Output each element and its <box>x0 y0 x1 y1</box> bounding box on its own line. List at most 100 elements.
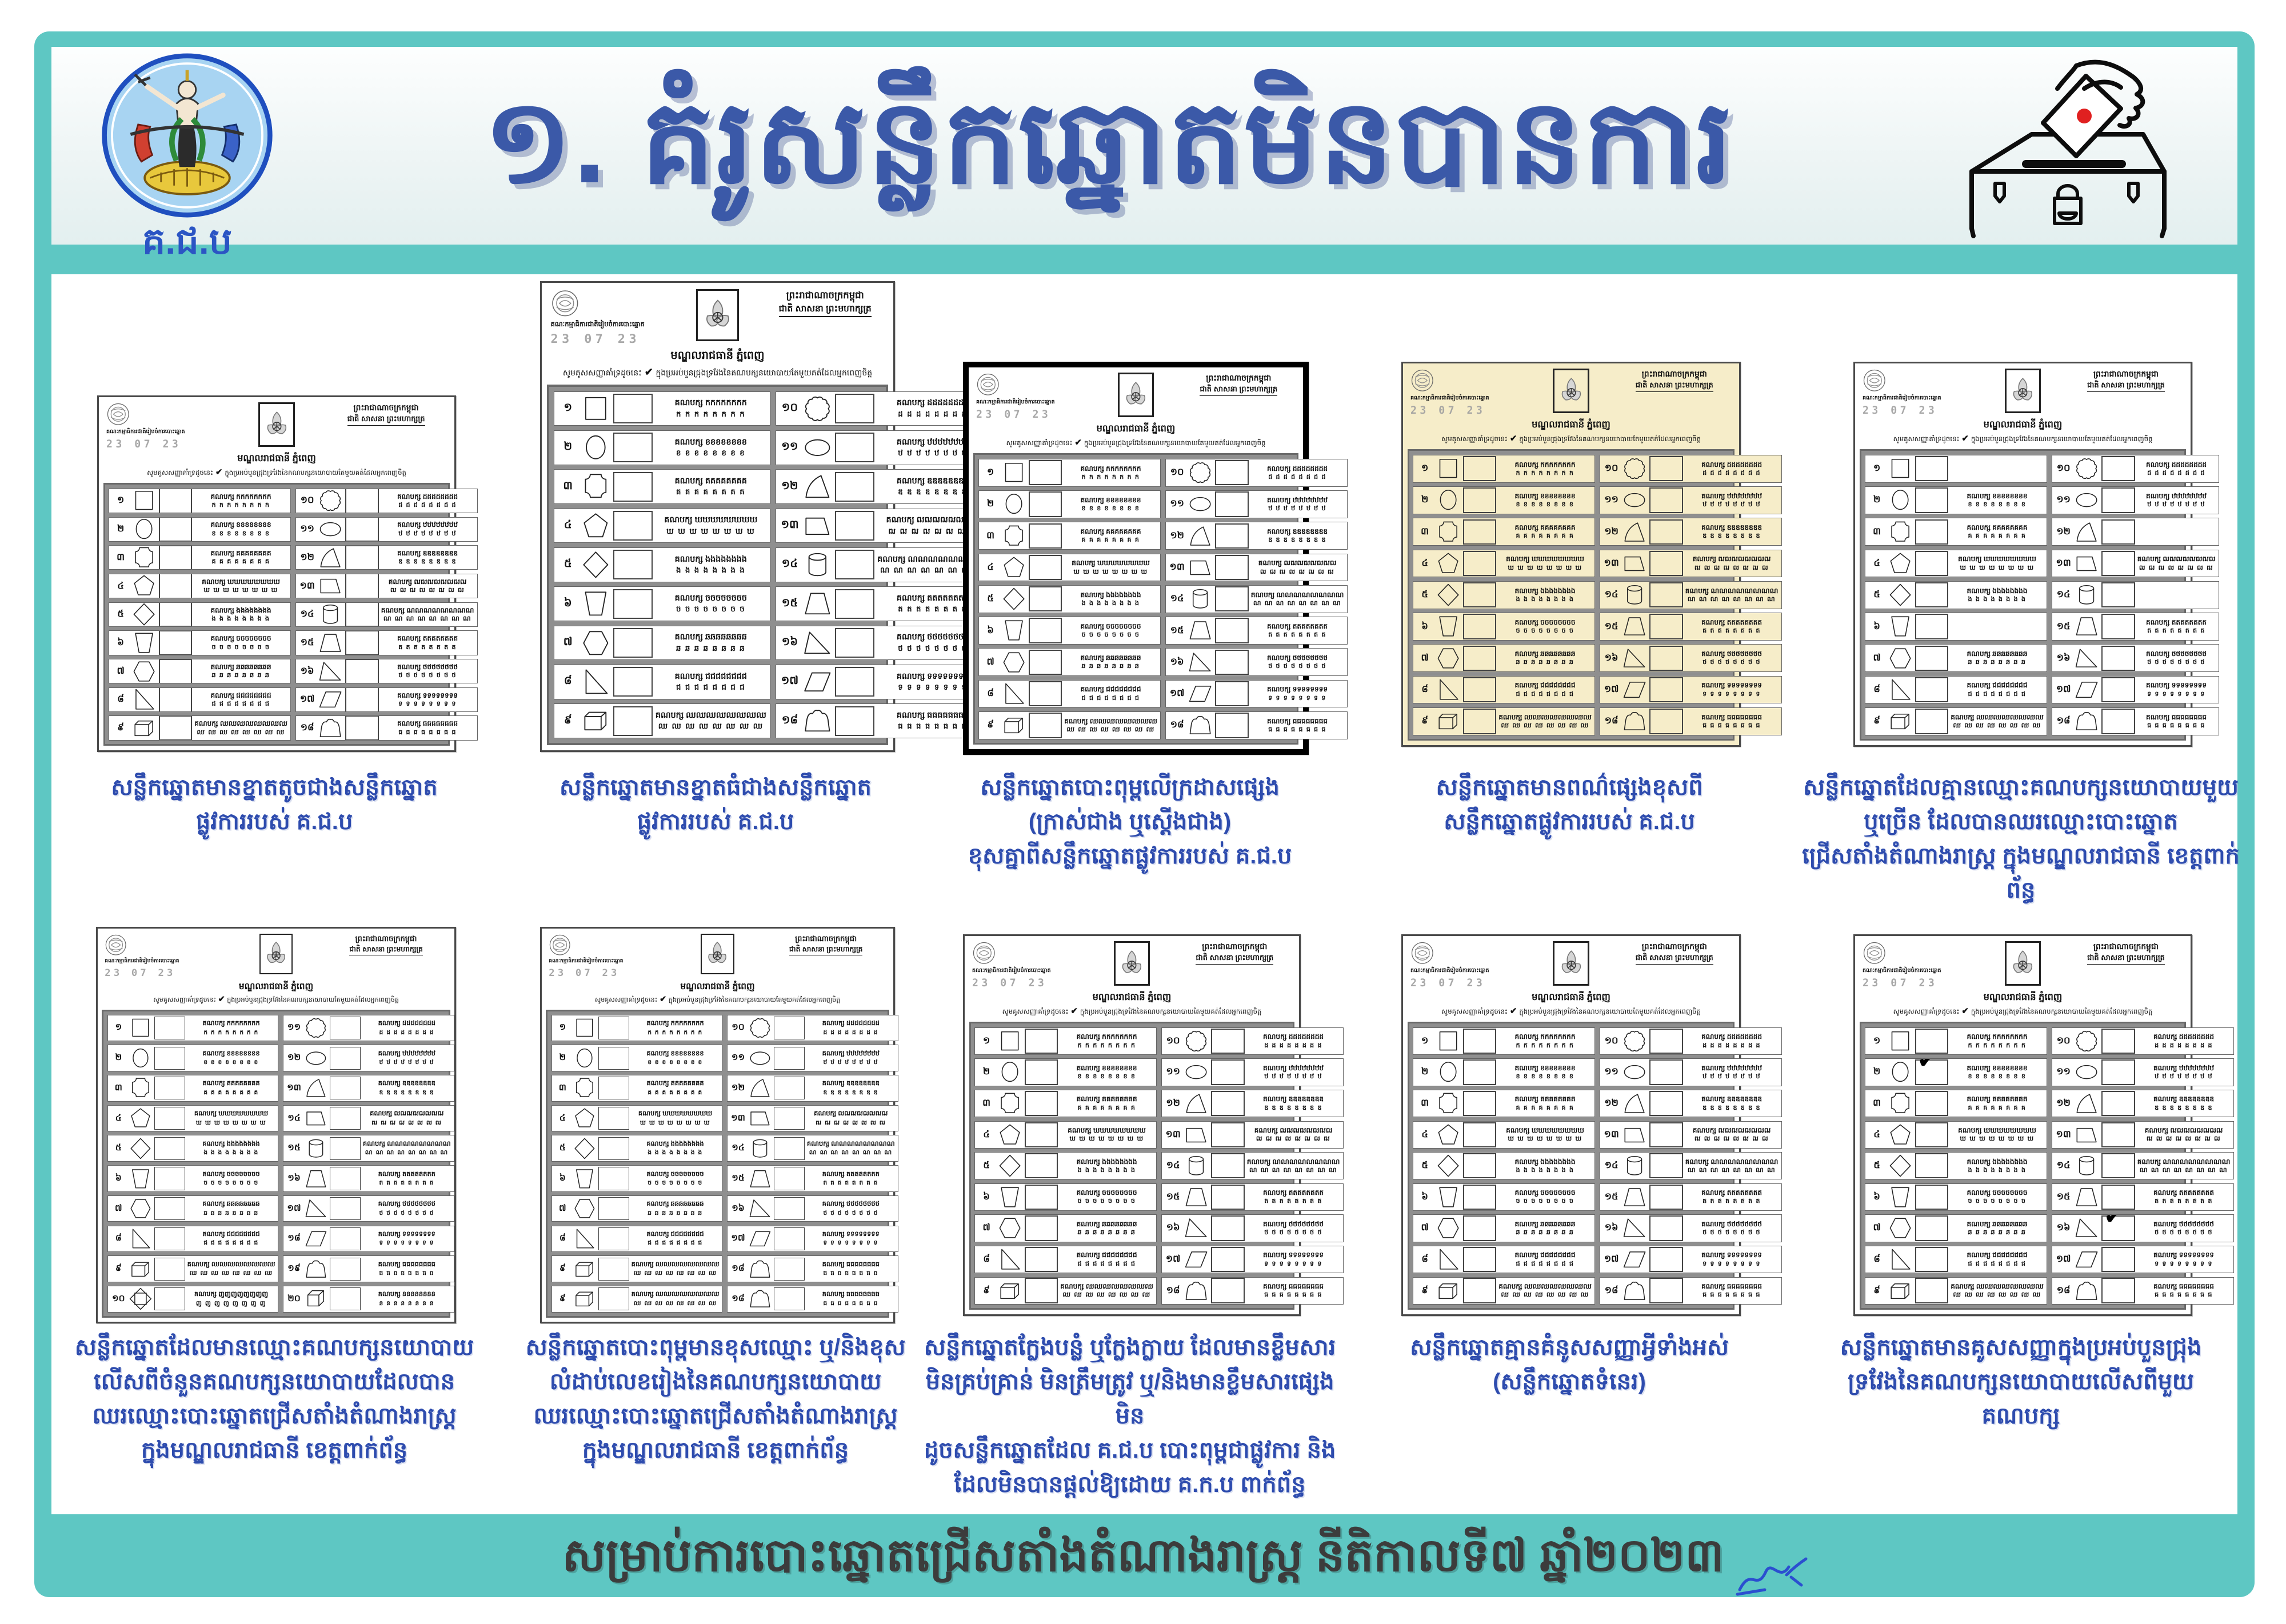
party-number: ៨ <box>1421 684 1428 695</box>
vote-checkbox <box>835 511 875 541</box>
vote-checkbox <box>1028 618 1062 643</box>
party-row: ១ <box>1865 454 2048 483</box>
party-name-sub: ទ ទ ទ ទ ទ ទ ទ ទ <box>379 1239 434 1247</box>
party-row: ២ គណបក្ស ខខខខខខខខខ ខ ខ ខ ខ ខ ខ ខ <box>978 490 1161 518</box>
party-name-block: គណបក្ស ឃឃឃឃឃឃឃឃឃ ឃ ឃ ឃ ឃ ឃ ឃ ឃ <box>1951 1126 2044 1143</box>
party-row: ១១ គណបក្ស ដដដដដដដដដ ដ ដ ដ ដ ដ ដ ដ <box>282 1014 454 1042</box>
party-name: គណបក្ស ថថថថថថថថ <box>1267 654 1328 662</box>
trapezoid-down-symbol-icon <box>1888 614 1913 639</box>
party-number: ៩ <box>1873 1285 1880 1295</box>
party-name-block: គណបក្ស ចចចចចចចចច ច ច ច ច ច ច ច <box>1498 1188 1592 1206</box>
party-name-block: គណបក្ស ឌឌឌឌឌឌឌឌឌ ឌ ឌ ឌ ឌ ឌ ឌ ឌ <box>363 1079 451 1097</box>
party-number: ៧ <box>558 1203 566 1213</box>
vote-checkbox <box>1215 554 1249 581</box>
party-row: ១០ គណបក្ស ដដដដដដដដដ ដ ដ ដ ដ ដ ដ ដ <box>776 391 993 426</box>
party-name: គណបក្ស គគគគគគគគ <box>1967 1095 2028 1103</box>
party-number: ១៨ <box>732 1263 745 1274</box>
party-name-block: គណបក្ស ចចចចចចចចច ច ច ច ច ច ច ច <box>194 634 287 651</box>
party-name-block: គណបក្ស ធធធធធធធធធ ធ ធ ធ ធ ធ ធ ធ <box>877 710 988 731</box>
party-number: ១៤ <box>781 557 798 570</box>
party-name-block: គណបក្ស គគគគគគគគគ គ គ គ គ គ គ គ <box>656 476 766 497</box>
party-name-block: គណបក្ស ទទទទទទទទទ ទ ទ ទ ទ ទ ទ ទ <box>1247 1250 1340 1268</box>
party-name-sub: ក ក ក ក ក ក ក ក <box>211 502 270 509</box>
scalloped-circle-symbol-icon <box>2074 456 2099 481</box>
party-number: ១ <box>115 1022 122 1033</box>
party-number: ១៣ <box>2056 558 2071 569</box>
party-row: ១០ គណបក្ស ដដដដដដដដដ ដ ដ ដ ដ ដ ដ ដ <box>726 1014 898 1042</box>
party-name: គណបក្ស ឌឌឌឌឌឌឌឌ <box>1263 1095 1324 1103</box>
party-row: ១៨ គណបក្ស ធធធធធធធធធ ធ ធ ធ ធ ធ ធ ធ <box>295 715 478 741</box>
pentagon-symbol-icon <box>1436 1122 1461 1147</box>
hexagon-symbol-icon <box>1888 646 1913 671</box>
party-column-left: ១ គណបក្ស កកកកកកកកក ក ក ក ក ក ក ក ២ គណបក្… <box>551 1014 723 1313</box>
party-row: ៧ គណបក្ស ឆឆឆឆឆឆឆឆឆ ឆ ឆ ឆ ឆ ឆ ឆ ឆ <box>978 648 1161 677</box>
party-row: ៧ គណបក្ស ឆឆឆឆឆឆឆឆឆ ឆ ឆ ឆ ឆ ឆ ឆ ឆ <box>1413 1214 1596 1242</box>
vote-checkbox <box>330 1106 361 1130</box>
constituency-title: មណ្ឌលរាជធានី ភ្នំពេញ <box>1983 991 2063 1002</box>
triangle-symbol-icon <box>1184 1215 1209 1241</box>
party-number: ១៤ <box>287 1113 301 1123</box>
party-number: ២ <box>986 498 994 509</box>
committee-seal-icon <box>1863 941 1887 965</box>
party-name: គណបក្ស គគគគគគគគ <box>1514 1095 1576 1103</box>
party-name-block: គណបក្ស ជជជជជជជជជ ជ ជ ជ ជ ជ ជ ជ <box>656 671 766 693</box>
party-name-block: គណបក្ស ជជជជជជជជជ ជ ជ ជ ជ ជ ជ ជ <box>1498 1250 1592 1268</box>
party-name-block: គណបក្ស ថថថថថថថថថ ថ ថ ថ ថ ថ ថ ថ <box>1251 653 1344 671</box>
party-column-left: ១ គណបក្ស កកកកកកកកក ក ក ក ក ក ក ក ២ ✔ គណប… <box>1865 1027 2048 1305</box>
party-row: ៣ គណបក្ស គគគគគគគគគ គ គ គ គ គ គ គ <box>1413 1090 1596 1118</box>
party-name-sub: ដ ដ ដ ដ ដ ដ ដ ដ <box>2155 1042 2213 1049</box>
party-name-block: គណបក្ស ខខខខខខខខខ ខ ខ ខ ខ ខ ខ ខ <box>1498 491 1592 509</box>
party-name: គណបក្ស ទទទទទទទទ <box>896 671 969 681</box>
caption-multiple-marks: សន្លឹកឆ្នោតមានគូសសញ្ញាក្នុងប្រអប់បួនជ្រុ… <box>1840 1335 2202 1429</box>
vote-checkbox <box>330 1197 361 1221</box>
party-name: គណបក្ស ថថថថថថថថ <box>1701 650 1763 658</box>
party-name: គណបក្ស ធធធធធធធធ <box>1263 1282 1324 1290</box>
scalloped-circle-symbol-icon <box>1188 460 1213 485</box>
party-name: គណបក្ស ដដដដដដដដ <box>1701 460 1763 469</box>
party-row: ៣ គណបក្ស គគគគគគគគគ គ គ គ គ គ គ គ <box>551 1075 723 1102</box>
party-name: គណបក្ស ឆឆឆឆឆឆឆឆ <box>1514 650 1576 658</box>
trapezoid-down-symbol-icon <box>1436 614 1461 639</box>
kingdom-motto-line2: ជាតិ សាសនា ព្រះមហាក្សត្រ <box>1196 953 1274 965</box>
party-name-sub: ច ច ច ច ច ច ច ច <box>648 1179 703 1187</box>
cuboid-symbol-icon <box>1436 1278 1461 1303</box>
party-name: គណបក្ស ខខខខខខខខ <box>674 437 748 447</box>
committee-seal-icon <box>976 373 1000 397</box>
checkmark-icon: ✔ <box>644 366 653 378</box>
vote-checkbox <box>1024 1090 1058 1117</box>
party-column-right: ១០ គណបក្ស ដដដដដដដដដ ដ ដ ដ ដ ដ ដ ដ ១១ គណប… <box>2051 1027 2234 1305</box>
party-name-sub: ឃ ឃ ឃ ឃ ឃ ឃ ឃ ឃ <box>1508 1135 1582 1143</box>
party-row: ៩ គណបក្ស ឈឈឈឈឈឈឈឈឈ ឈ ឈ ឈ ឈ ឈ ឈ ឈ <box>1413 707 1596 735</box>
vote-checkbox <box>1215 586 1249 612</box>
party-row: ១៥ គណបក្ស តតតតតតតតត ត ត ត ត ត ត ត <box>2051 613 2219 641</box>
party-name-block: គណបក្ស ឋឋឋឋឋឋឋឋឋ ឋ ឋ ឋ ឋ ឋ ឋ ឋ <box>2137 491 2216 509</box>
party-name: គណបក្ស ខខខខខខខខ <box>1514 491 1576 500</box>
notched-square-symbol-icon <box>1001 523 1026 549</box>
party-row: ២ គណបក្ស ខខខខខខខខខ ខ ខ ខ ខ ខ ខ ខ <box>974 1058 1157 1086</box>
vote-checkbox <box>598 1257 629 1281</box>
party-name-sub: ទ ទ ទ ទ ទ ទ ទ ទ <box>1702 1260 1761 1267</box>
scalloped-circle-symbol-icon <box>318 489 343 513</box>
party-list: ១ គណបក្ស កកកកកកកកក ក ក ក ក ក ក ក ២ គណបក្… <box>973 453 1348 745</box>
party-number: ១៨ <box>2056 715 2071 726</box>
party-name-block: គណបក្ស គគគគគគគគគ គ គ គ គ គ គ គ <box>1064 527 1157 545</box>
party-row: ១៣ គណបក្ស ឍឍឍឍឍឍឍឍឍ ឍ ឍ ឍ ឍ ឍ ឍ ឍ <box>1165 553 1348 582</box>
party-name-block: គណបក្ស កកកកកកកកក ក ក ក ក ក ក ក <box>656 398 766 419</box>
right-triangle-symbol-icon <box>1436 1247 1461 1272</box>
party-row: ២ គណបក្ស ខខខខខខខខខ ខ ខ ខ ខ ខ ខ ខ <box>1413 486 1596 514</box>
party-row: ២០ គណបក្ស ននននននននន ន ន ន ន ន ន ន <box>282 1285 454 1313</box>
party-name-sub: ខ ខ ខ ខ ខ ខ ខ ខ <box>1516 1073 1574 1081</box>
party-row: ១៦ គណបក្ស ថថថថថថថថថ ថ ថ ថ ថ ថ ថ ថ <box>776 625 993 661</box>
party-name-sub: ខ ខ ខ ខ ខ ខ ខ ខ <box>203 1059 259 1066</box>
party-number: ៥ <box>115 1143 122 1153</box>
party-number: ១១ <box>1604 494 1618 505</box>
party-name-sub: ថ ថ ថ ថ ថ ថ ថ ថ <box>1268 663 1327 670</box>
party-name-block: គណបក្ស ដដដដដដដដដ ដ ដ ដ ដ ដ ដ ដ <box>807 1019 895 1037</box>
party-number: ៥ <box>563 557 572 570</box>
party-row: ៩ គណបក្ស ឈឈឈឈឈឈឈឈឈ ឈ ឈ ឈ ឈ ឈ ឈ ឈ <box>551 1255 723 1282</box>
party-name-sub: ទ ទ ទ ទ ទ ទ ទ ទ <box>823 1239 878 1247</box>
party-row: ១៦ គណបក្ស ថថថថថថថថថ ថ ថ ថ ថ ថ ថ ថ <box>726 1195 898 1222</box>
square-symbol-icon <box>1436 456 1461 481</box>
party-name-block: គណបក្ស ឋឋឋឋឋឋឋឋឋ ឋ ឋ ឋ ឋ ឋ ឋ ឋ <box>877 437 988 458</box>
party-row: ៤ គណបក្ស ឃឃឃឃឃឃឃឃឃ ឃ ឃ ឃ ឃ ឃ ឃ ឃ <box>554 508 770 543</box>
